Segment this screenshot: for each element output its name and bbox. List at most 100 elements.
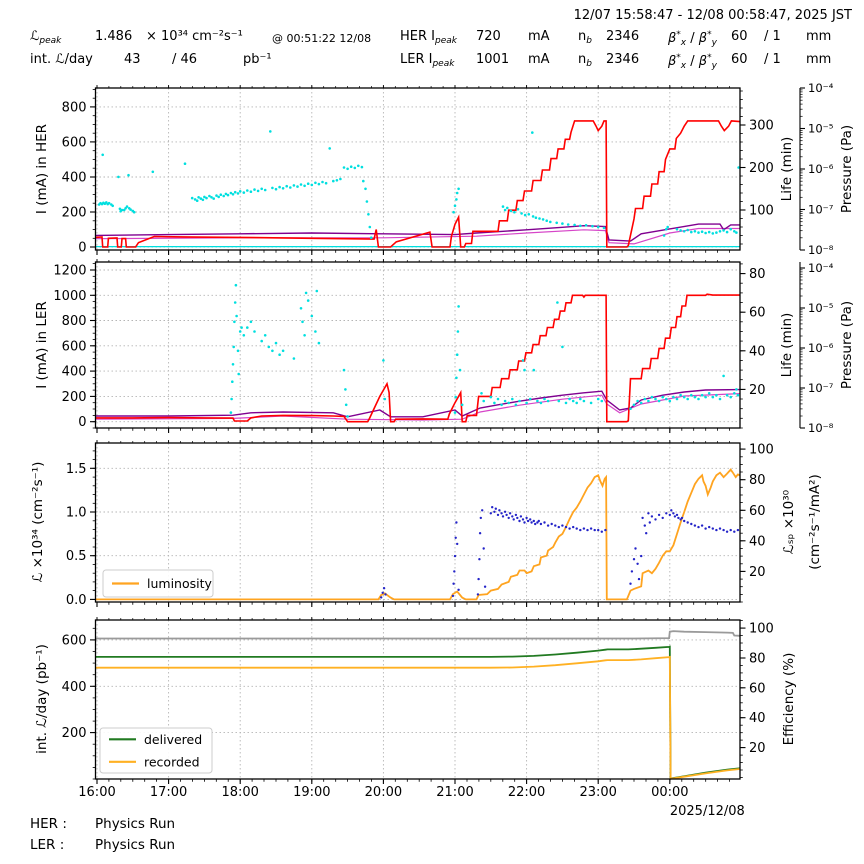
- ler-beta-value2: / 1: [764, 52, 781, 67]
- svg-text:10⁻⁶: 10⁻⁶: [808, 162, 834, 176]
- svg-text:1200: 1200: [53, 264, 86, 279]
- series-ler-pressure-a: [95, 393, 741, 421]
- series-her-pressure-b: [95, 223, 740, 242]
- her-beta-unit: mm: [806, 29, 832, 44]
- svg-text:00:00: 00:00: [651, 785, 688, 800]
- series-ler-pressure-b: [95, 388, 741, 418]
- svg-text:23:00: 23:00: [579, 785, 616, 800]
- svg-text:60: 60: [749, 681, 766, 696]
- ler-nb-label: nb: [578, 52, 592, 69]
- svg-text:1.5: 1.5: [66, 462, 87, 477]
- int-lum-axis-title: int. ℒ/day (pb⁻¹): [34, 644, 50, 754]
- legend-box-p3: [102, 569, 214, 598]
- efficiency-axis-title: Efficiency (%): [781, 652, 797, 746]
- svg-text:0: 0: [78, 241, 86, 256]
- ler-ipeak-unit: mA: [528, 52, 550, 67]
- svg-text:10⁻⁴: 10⁻⁴: [808, 261, 834, 275]
- svg-text:0.0: 0.0: [66, 593, 87, 608]
- svg-text:800: 800: [62, 100, 87, 115]
- svg-text:200: 200: [62, 390, 87, 405]
- luminosity-panel: 0.0 0.5 1.0 1.5 20 40 60 80 100 luminosity: [66, 440, 774, 608]
- svg-text:200: 200: [62, 206, 87, 221]
- svg-text:21:00: 21:00: [436, 785, 473, 800]
- ler-ipeak-label: LER Ipeak: [400, 52, 455, 69]
- scatter-her-life-dots: [97, 130, 740, 239]
- ler-current-axis-title: I (mA) in LER: [34, 301, 50, 389]
- svg-text:100: 100: [749, 204, 774, 219]
- her-ipeak-unit: mA: [528, 29, 550, 44]
- svg-text:40: 40: [749, 534, 766, 549]
- svg-text:600: 600: [62, 633, 87, 648]
- svg-text:80: 80: [749, 652, 766, 667]
- svg-text:600: 600: [62, 135, 87, 150]
- ler-ipeak-value: 1001: [476, 52, 510, 67]
- series-efficiency: [95, 630, 741, 640]
- scatter-ler-life-dots: [229, 283, 740, 418]
- her-current-panel: 0 200 400 600 800 100 200 300 10⁻⁴ 10⁻⁵ 10⁻⁶ 10⁻⁷ 10…: [62, 81, 834, 257]
- series-recorded: [95, 655, 741, 780]
- svg-text:200: 200: [62, 726, 87, 741]
- series-her-pressure-a: [95, 227, 740, 245]
- svg-text:100: 100: [749, 443, 774, 458]
- svg-text:20: 20: [749, 383, 766, 398]
- svg-text:200: 200: [749, 161, 774, 176]
- svg-text:80: 80: [749, 267, 766, 282]
- ler-run-label: LER :: [30, 837, 65, 853]
- her-life-axis-title: Life (min): [779, 136, 795, 202]
- svg-text:60: 60: [749, 306, 766, 321]
- svg-text:600: 600: [62, 339, 87, 354]
- svg-text:luminosity: luminosity: [147, 576, 213, 591]
- svg-text:2025/12/08: 2025/12/08: [670, 804, 745, 819]
- her-beta-value: 60: [731, 29, 748, 44]
- ler-beta-label: β*x / β*y: [668, 53, 717, 71]
- svg-text:10⁻⁵: 10⁻⁵: [808, 301, 834, 315]
- peak-luminosity-timestamp: @ 00:51:22 12/08: [272, 32, 372, 45]
- svg-text:1.0: 1.0: [66, 506, 87, 521]
- int-lum-delivered-value: / 46: [172, 52, 198, 67]
- svg-text:20:00: 20:00: [365, 785, 402, 800]
- series-her-current: [95, 120, 741, 248]
- svg-text:100: 100: [749, 622, 774, 637]
- svg-text:10⁻⁸: 10⁻⁸: [808, 243, 834, 257]
- her-pressure-axis-title: Pressure (Pa): [839, 124, 855, 214]
- svg-text:16:00: 16:00: [78, 785, 115, 800]
- her-nb-label: nb: [578, 29, 592, 46]
- peak-luminosity-label: ℒpeak: [30, 29, 62, 46]
- luminosity-axis-title: ℒ ×10³⁴ (cm⁻²s⁻¹): [30, 461, 46, 583]
- svg-text:20: 20: [749, 741, 766, 756]
- int-lum-label: int. ℒ/day: [30, 52, 93, 67]
- her-ipeak-value: 720: [476, 29, 501, 44]
- specific-lum-axis-title-1: ℒₛₚ ×10³⁰: [781, 489, 797, 555]
- her-current-axis-title: I (mA) in HER: [34, 123, 50, 215]
- her-nb-value: 2346: [606, 29, 640, 44]
- svg-text:delivered: delivered: [144, 732, 202, 747]
- svg-text:300: 300: [749, 119, 774, 134]
- her-beta-value2: / 1: [764, 29, 781, 44]
- svg-text:19:00: 19:00: [293, 785, 330, 800]
- svg-text:10⁻⁶: 10⁻⁶: [808, 341, 834, 355]
- integrated-luminosity-panel: 200 400 600 20 40 60 80 100 delivered recorded: [62, 617, 774, 784]
- her-run-label: HER :: [30, 816, 67, 832]
- ler-beta-value: 60: [731, 52, 748, 67]
- svg-text:0.5: 0.5: [66, 549, 87, 564]
- svg-text:10⁻⁷: 10⁻⁷: [808, 203, 834, 217]
- ler-nb-value: 2346: [606, 52, 640, 67]
- svg-text:0: 0: [78, 415, 86, 430]
- series-ler-current: [95, 293, 740, 423]
- ler-beta-unit: mm: [806, 52, 832, 67]
- int-lum-unit: pb⁻¹: [243, 52, 272, 67]
- time-range-title: 12/07 15:58:47 - 12/08 00:58:47, 2025 JS…: [573, 8, 852, 23]
- her-run-status: Physics Run: [95, 816, 176, 832]
- int-lum-recorded-value: 43: [124, 52, 141, 67]
- svg-text:400: 400: [62, 680, 87, 695]
- ler-pressure-axis-title: Pressure (Pa): [839, 300, 855, 390]
- svg-text:recorded: recorded: [144, 754, 200, 769]
- svg-text:10⁻⁷: 10⁻⁷: [808, 381, 834, 395]
- svg-text:17:00: 17:00: [150, 785, 187, 800]
- svg-text:10⁻⁴: 10⁻⁴: [808, 81, 834, 95]
- peak-luminosity-unit: × 10³⁴ cm⁻²s⁻¹: [146, 29, 243, 44]
- svg-text:80: 80: [749, 473, 766, 488]
- her-beta-label: β*x / β*y: [668, 30, 717, 48]
- svg-text:10⁻⁵: 10⁻⁵: [808, 122, 834, 136]
